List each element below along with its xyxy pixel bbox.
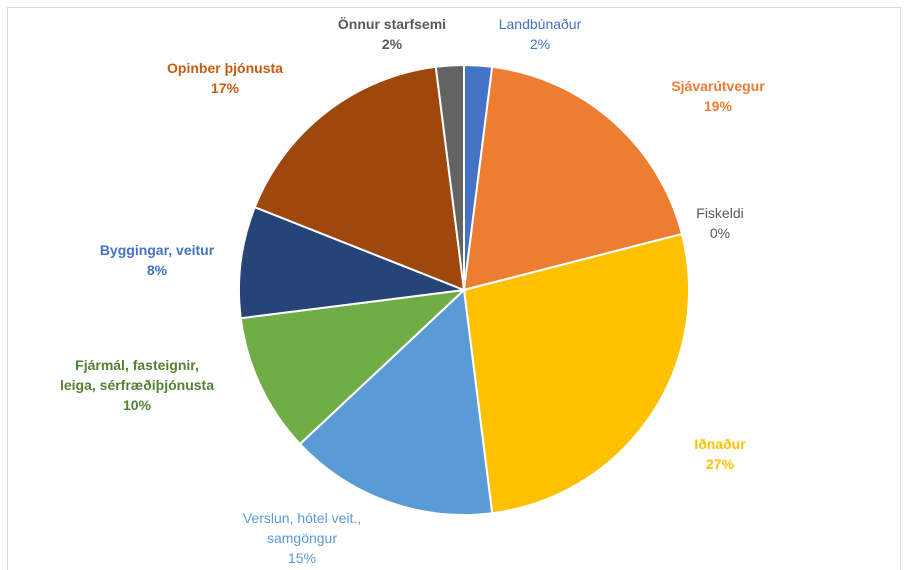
pie-slice: [253, 65, 466, 292]
value-label: 2%: [529, 36, 551, 52]
slice-label: Sjávarútvegur 19%: [648, 76, 788, 116]
value-label: 17%: [210, 80, 240, 96]
pie-slice: [462, 65, 684, 292]
slice-label: Byggingar, veitur 8%: [72, 240, 242, 280]
slice-label: Opinber þjónusta 17%: [135, 58, 315, 98]
value-label: 27%: [705, 456, 735, 472]
value-label: 10%: [122, 397, 152, 413]
category-label: Verslun, hótel veit., samgöngur: [242, 510, 362, 546]
category-label: Opinber þjónusta: [167, 60, 283, 76]
category-label: Önnur starfsemi: [337, 16, 447, 32]
slice-label: Önnur starfsemi 2%: [322, 14, 462, 54]
pie-slice: [298, 287, 494, 516]
category-label: Fiskeldi: [696, 205, 744, 221]
value-label: 19%: [703, 98, 733, 114]
slice-label: Landbúnaður 2%: [480, 14, 600, 54]
pie-slice: [238, 205, 465, 320]
value-label: 8%: [146, 262, 168, 278]
value-label: 0%: [709, 225, 731, 241]
pie-slice: [462, 232, 690, 515]
pie-slice: [239, 288, 467, 446]
pie-slice: [434, 63, 465, 291]
category-label: Sjávarútvegur: [671, 78, 765, 94]
value-label: 2%: [381, 36, 403, 52]
category-label: Iðnaður: [694, 436, 746, 452]
chart-border: [7, 7, 901, 570]
category-label: Landbúnaður: [498, 16, 582, 32]
category-label: Fjármál, fasteignir, leiga, sérfræðiþjón…: [59, 357, 215, 393]
category-label: Byggingar, veitur: [99, 242, 215, 258]
slice-label: Verslun, hótel veit., samgöngur 15%: [207, 508, 397, 568]
slice-label: Iðnaður 27%: [670, 434, 770, 474]
slice-label: Fjármál, fasteignir, leiga, sérfræðiþjón…: [57, 355, 217, 415]
slice-label: Fiskeldi 0%: [670, 203, 770, 243]
value-label: 15%: [287, 550, 317, 566]
